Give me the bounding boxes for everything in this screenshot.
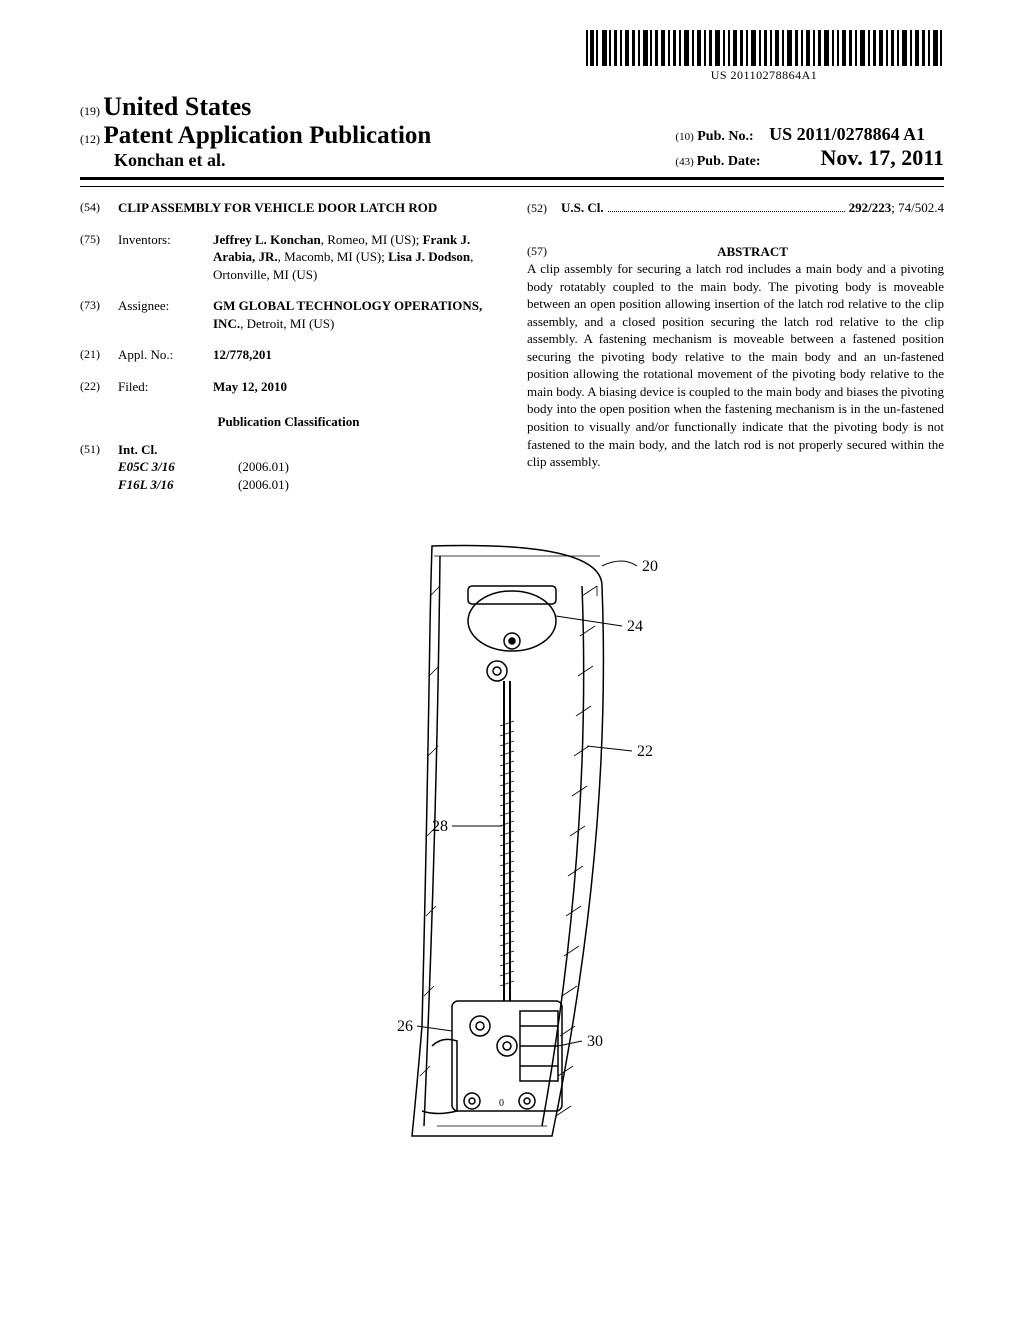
inventors-code: (75) [80, 231, 118, 284]
barcode: US 20110278864A1 [584, 30, 944, 83]
intcl-year-1: (2006.01) [238, 476, 289, 494]
intcl-year-0: (2006.01) [238, 458, 289, 476]
ref-26: 26 [397, 1018, 413, 1035]
inventors-label: Inventors: [118, 231, 213, 284]
intcl-entry: E05C 3/16 (2006.01) [118, 458, 497, 476]
barcode-graphic [584, 30, 944, 66]
biblio-columns: (54) CLIP ASSEMBLY FOR VEHICLE DOOR LATC… [80, 199, 944, 496]
uscl-code: (52) [527, 200, 561, 216]
left-column: (54) CLIP ASSEMBLY FOR VEHICLE DOOR LATC… [80, 199, 497, 496]
pubno-value: US 2011/0278864 A1 [769, 124, 925, 144]
pub-prefix: (12) [80, 132, 100, 146]
invention-title-row: (54) CLIP ASSEMBLY FOR VEHICLE DOOR LATC… [80, 199, 497, 217]
abstract-text: A clip assembly for securing a latch rod… [527, 260, 944, 471]
applno-label: Appl. No.: [118, 346, 213, 364]
divider-thick [80, 177, 944, 180]
filed-label: Filed: [118, 378, 213, 396]
uscl-dots [608, 211, 845, 212]
patent-figure: 0 20 24 22 28 26 30 [80, 526, 944, 1171]
assignee-row: (73) Assignee: GM GLOBAL TECHNOLOGY OPER… [80, 297, 497, 332]
pubno-label: Pub. No.: [697, 129, 753, 144]
assignee-code: (73) [80, 297, 118, 332]
filed-code: (22) [80, 378, 118, 396]
ref-20: 20 [642, 558, 658, 575]
barcode-region: US 20110278864A1 [80, 30, 944, 84]
title-code: (54) [80, 199, 118, 217]
ref-24: 24 [627, 618, 643, 635]
country-name: United States [103, 92, 251, 121]
applno-value: 12/778,201 [213, 346, 497, 364]
ref-28: 28 [432, 818, 448, 835]
country-prefix: (19) [80, 104, 100, 118]
uscl-label: U.S. Cl. [561, 199, 604, 217]
intcl-class-1: F16L 3/16 [118, 476, 238, 494]
uscl-primary: 292/223 [849, 200, 892, 215]
publication-type: Patent Application Publication [104, 122, 432, 149]
filed-row: (22) Filed: May 12, 2010 [80, 378, 497, 396]
divider-thin [80, 186, 944, 187]
abstract-code: (57) [527, 243, 561, 261]
invention-title: CLIP ASSEMBLY FOR VEHICLE DOOR LATCH ROD [118, 199, 497, 217]
uscl-secondary: ; 74/502.4 [891, 200, 944, 215]
pubdate-value: Nov. 17, 2011 [761, 145, 944, 171]
pub-class-heading: Publication Classification [80, 413, 497, 431]
uscl-value: 292/223; 74/502.4 [849, 199, 944, 217]
inventors-row: (75) Inventors: Jeffrey L. Konchan, Rome… [80, 231, 497, 284]
assignee-label: Assignee: [118, 297, 213, 332]
intcl-code: (51) [80, 441, 118, 494]
inventors-value: Jeffrey L. Konchan, Romeo, MI (US); Fran… [213, 231, 497, 284]
applno-row: (21) Appl. No.: 12/778,201 [80, 346, 497, 364]
pubno-prefix: (10) [675, 131, 693, 143]
author-line: Konchan et al. [114, 150, 431, 171]
right-column: (52) U.S. Cl. 292/223; 74/502.4 (57) ABS… [527, 199, 944, 496]
assignee-value: GM GLOBAL TECHNOLOGY OPERATIONS, INC., D… [213, 297, 497, 332]
applno-code: (21) [80, 346, 118, 364]
intcl-class-0: E05C 3/16 [118, 458, 238, 476]
document-header: (19) United States (12) Patent Applicati… [80, 92, 944, 171]
ref-30: 30 [587, 1033, 603, 1050]
uscl-row: (52) U.S. Cl. 292/223; 74/502.4 [527, 199, 944, 217]
filed-value: May 12, 2010 [213, 378, 497, 396]
abstract-heading: ABSTRACT [561, 243, 944, 261]
pubdate-prefix: (43) [675, 156, 693, 168]
svg-text:0: 0 [499, 1098, 504, 1109]
intcl-row: (51) Int. Cl. E05C 3/16 (2006.01) F16L 3… [80, 441, 497, 494]
intcl-label: Int. Cl. [118, 441, 497, 459]
figure-drawing: 0 20 24 22 28 26 30 [302, 526, 722, 1166]
ref-22: 22 [637, 743, 653, 760]
pubdate-label: Pub. Date: [697, 154, 761, 170]
barcode-text: US 20110278864A1 [584, 68, 944, 83]
intcl-entry: F16L 3/16 (2006.01) [118, 476, 497, 494]
